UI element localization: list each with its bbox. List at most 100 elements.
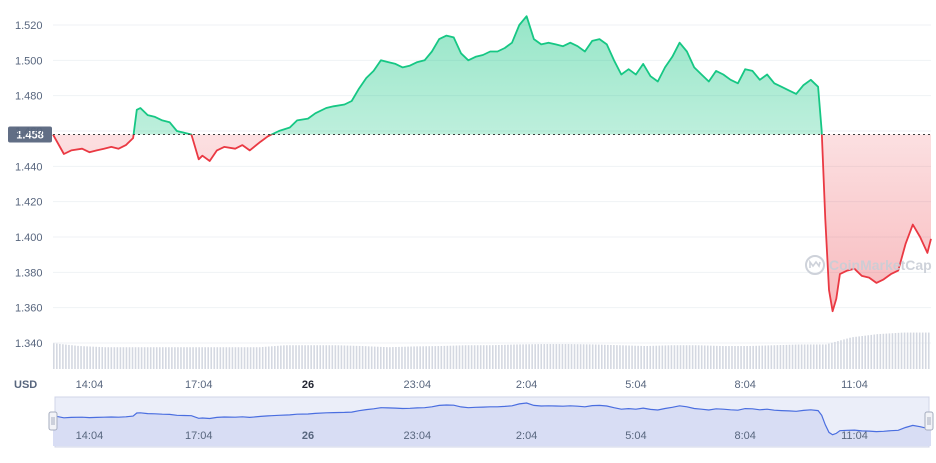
volume-bar bbox=[122, 347, 125, 369]
volume-bar bbox=[352, 345, 355, 369]
x-tick-label: 23:04 bbox=[404, 379, 432, 391]
volume-bar bbox=[434, 346, 437, 369]
volume-bar bbox=[600, 344, 603, 369]
volume-bar bbox=[183, 347, 185, 369]
navigator-right-handle[interactable] bbox=[924, 411, 934, 431]
volume-bar bbox=[443, 345, 446, 369]
volume-bar bbox=[528, 344, 530, 369]
navigator-tick-label: 14:04 bbox=[76, 430, 104, 442]
volume-bar bbox=[65, 344, 67, 369]
reference-price-text: 1.458 bbox=[16, 130, 44, 142]
y-tick-label: 1.500 bbox=[15, 55, 43, 67]
y-tick-label: 1.340 bbox=[15, 338, 43, 350]
volume-bar bbox=[831, 342, 833, 369]
price-line bbox=[52, 15, 932, 313]
volume-bar bbox=[495, 345, 497, 369]
currency-unit-label: USD bbox=[14, 379, 37, 391]
volume-bar bbox=[422, 346, 424, 369]
volume-bar bbox=[213, 347, 216, 369]
range-navigator[interactable]: 14:04 17:04 26 23:04 2:04 5:04 8:04 11:04 bbox=[48, 396, 934, 448]
volume-bar bbox=[458, 345, 461, 369]
volume-bar bbox=[440, 345, 443, 369]
volume-bar bbox=[425, 346, 427, 369]
volume-bar bbox=[379, 346, 382, 369]
volume-bar bbox=[921, 332, 924, 369]
volume-bar bbox=[897, 332, 900, 369]
volume-bar bbox=[62, 344, 64, 369]
volume-bar bbox=[222, 347, 225, 369]
volume-bar bbox=[549, 344, 552, 369]
volume-bar bbox=[485, 345, 488, 369]
volume-bar bbox=[125, 347, 128, 369]
price-line-up bbox=[52, 15, 823, 135]
volume-bar bbox=[413, 346, 415, 369]
volume-bar bbox=[219, 347, 222, 369]
volume-bar bbox=[782, 344, 785, 369]
volume-bar bbox=[776, 345, 779, 369]
navigator-series bbox=[52, 402, 932, 446]
volume-bar bbox=[873, 334, 876, 369]
volume-bar bbox=[249, 347, 252, 369]
x-tick-label: 26 bbox=[302, 379, 314, 391]
navigator-left-handle[interactable] bbox=[48, 411, 58, 431]
volume-bar bbox=[534, 344, 536, 369]
volume-bar bbox=[876, 334, 879, 369]
navigator-tick-label: 17:04 bbox=[185, 430, 213, 442]
volume-bar bbox=[401, 346, 403, 369]
volume-bar bbox=[843, 339, 845, 369]
volume-bar bbox=[104, 347, 107, 369]
volume-bar bbox=[670, 345, 673, 369]
volume-bar bbox=[688, 345, 691, 369]
volume-bar bbox=[240, 347, 243, 369]
x-tick-label: 8:04 bbox=[734, 379, 755, 391]
volume-bar bbox=[585, 344, 588, 369]
volume-bar bbox=[694, 345, 697, 369]
volume-bar bbox=[407, 346, 409, 369]
volume-bar bbox=[749, 345, 751, 369]
volume-bar bbox=[794, 344, 797, 369]
volume-bar bbox=[900, 332, 903, 369]
volume-bar bbox=[779, 345, 782, 369]
volume-bar bbox=[59, 343, 61, 369]
volume-bar bbox=[567, 344, 570, 369]
volume-bar bbox=[319, 345, 322, 369]
volume-bar bbox=[328, 345, 331, 369]
volume-bar bbox=[903, 332, 906, 369]
volume-bar bbox=[743, 346, 745, 369]
volume-bar bbox=[101, 347, 104, 369]
volume-bar bbox=[198, 347, 200, 369]
volume-bar bbox=[473, 345, 476, 369]
volume-bar bbox=[640, 345, 642, 369]
volume-bar bbox=[510, 344, 512, 369]
volume-bar bbox=[370, 346, 373, 369]
volume-bar bbox=[888, 333, 891, 369]
volume-bar bbox=[867, 335, 870, 369]
volume-bar bbox=[537, 344, 540, 369]
volume-bar bbox=[479, 345, 482, 369]
volume-bar bbox=[446, 345, 449, 369]
volume-bar bbox=[658, 345, 661, 369]
volume-bar bbox=[149, 347, 152, 369]
volume-bar bbox=[367, 346, 370, 369]
volume-bar bbox=[146, 347, 149, 369]
volume-bar bbox=[846, 338, 848, 369]
volume-bar bbox=[709, 345, 712, 369]
volume-bar bbox=[488, 345, 491, 369]
volume-bar bbox=[116, 347, 119, 369]
volume-bar bbox=[558, 344, 561, 369]
volume-bar bbox=[731, 346, 733, 369]
volume-bar bbox=[337, 345, 340, 369]
volume-bar bbox=[522, 344, 524, 369]
volume-bar bbox=[331, 345, 334, 369]
volume-bar bbox=[800, 344, 803, 369]
volume-bar bbox=[228, 347, 231, 369]
volume-bar bbox=[398, 346, 400, 369]
volume-bar bbox=[277, 345, 279, 369]
volume-bar bbox=[340, 345, 343, 369]
volume-bar bbox=[637, 345, 639, 369]
volume-bar bbox=[767, 345, 770, 369]
volume-bar bbox=[267, 346, 270, 369]
navigator-area bbox=[53, 403, 931, 446]
volume-bar bbox=[274, 346, 276, 369]
